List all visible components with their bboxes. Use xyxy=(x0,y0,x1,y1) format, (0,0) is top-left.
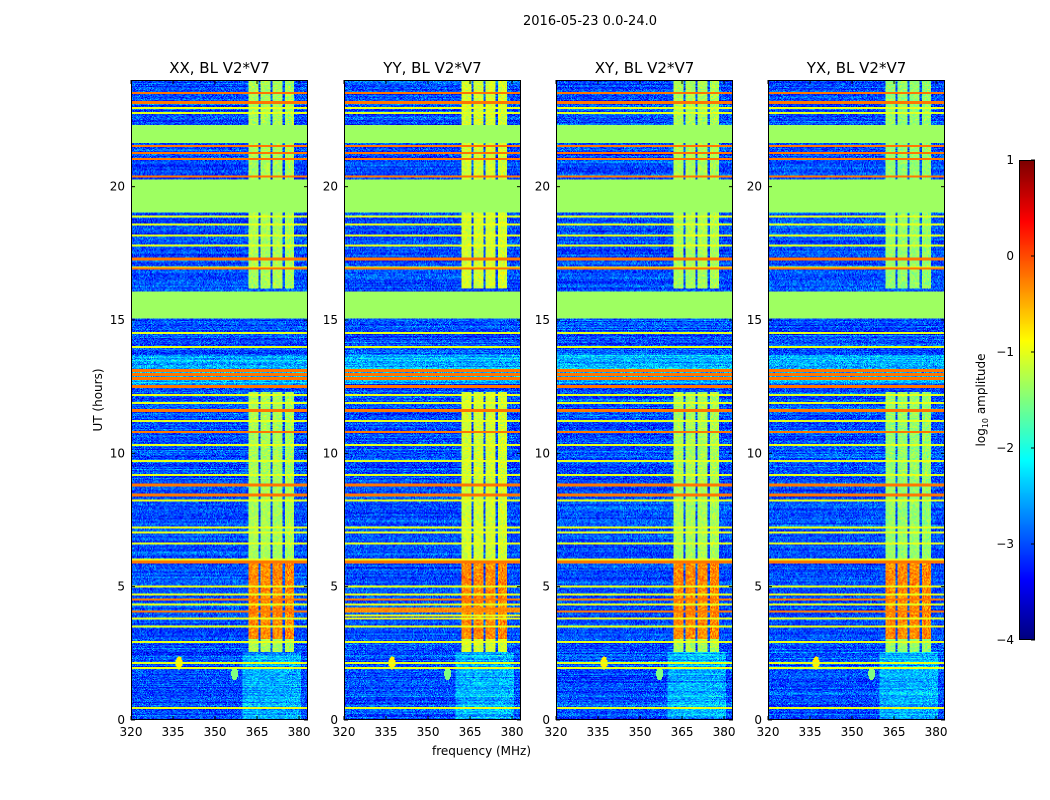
y-tick-label: 5 xyxy=(330,580,338,594)
x-axis-label: frequency (MHz) xyxy=(432,744,532,758)
y-tick-label: 10 xyxy=(535,446,550,460)
panel-title-yy: YY, BL V2*V7 xyxy=(383,59,482,77)
colorbar-tick-label: −1 xyxy=(996,345,1014,359)
x-tick-label: 350 xyxy=(629,725,652,739)
y-tick-label: 20 xyxy=(747,180,762,194)
heatmap-yy xyxy=(344,80,521,720)
y-tick-label: 10 xyxy=(747,446,762,460)
y-tick-label: 5 xyxy=(542,580,550,594)
figure-title: 2016-05-23 0.0-24.0 xyxy=(523,14,657,29)
x-tick-label: 320 xyxy=(120,725,143,739)
panel-title-xy: XY, BL V2*V7 xyxy=(594,59,695,77)
heatmap-xx xyxy=(131,80,308,720)
y-tick-label: 0 xyxy=(542,713,550,727)
y-tick-label: 15 xyxy=(535,313,550,327)
y-tick-label: 0 xyxy=(330,713,338,727)
x-tick-label: 350 xyxy=(204,725,227,739)
colorbar-tick-label: 0 xyxy=(1006,249,1014,263)
colorbar xyxy=(1019,160,1035,640)
y-tick-label: 0 xyxy=(117,713,125,727)
x-tick-label: 365 xyxy=(459,725,482,739)
colorbar-tick-label: −2 xyxy=(996,441,1014,455)
x-tick-label: 320 xyxy=(333,725,356,739)
colorbar-tick-label: −4 xyxy=(996,633,1014,647)
x-tick-label: 335 xyxy=(799,725,822,739)
y-tick-label: 15 xyxy=(110,313,125,327)
colorbar-tick-label: −3 xyxy=(996,537,1014,551)
y-tick-label: 20 xyxy=(110,180,125,194)
x-tick-label: 365 xyxy=(883,725,906,739)
x-tick-label: 335 xyxy=(162,725,185,739)
y-tick-label: 5 xyxy=(754,580,762,594)
y-tick-label: 10 xyxy=(323,446,338,460)
x-tick-label: 350 xyxy=(417,725,440,739)
x-tick-label: 380 xyxy=(288,725,311,739)
colorbar-tick-label: 1 xyxy=(1006,153,1014,167)
x-tick-label: 365 xyxy=(246,725,269,739)
y-tick-label: 15 xyxy=(747,313,762,327)
y-tick-label: 20 xyxy=(535,180,550,194)
x-tick-label: 335 xyxy=(587,725,610,739)
y-tick-label: 5 xyxy=(117,580,125,594)
panel-title-yx: YX, BL V2*V7 xyxy=(806,59,907,77)
x-tick-label: 320 xyxy=(757,725,780,739)
heatmap-yx xyxy=(768,80,945,720)
x-tick-label: 365 xyxy=(671,725,694,739)
x-tick-label: 380 xyxy=(925,725,948,739)
y-tick-label: 10 xyxy=(110,446,125,460)
y-tick-label: 20 xyxy=(323,180,338,194)
y-tick-label: 15 xyxy=(323,313,338,327)
x-tick-label: 320 xyxy=(545,725,568,739)
x-tick-label: 335 xyxy=(375,725,398,739)
x-tick-label: 380 xyxy=(501,725,524,739)
panel-title-xx: XX, BL V2*V7 xyxy=(169,59,270,77)
heatmap-xy xyxy=(556,80,733,720)
x-tick-label: 380 xyxy=(713,725,736,739)
x-tick-label: 350 xyxy=(841,725,864,739)
y-tick-label: 0 xyxy=(754,713,762,727)
